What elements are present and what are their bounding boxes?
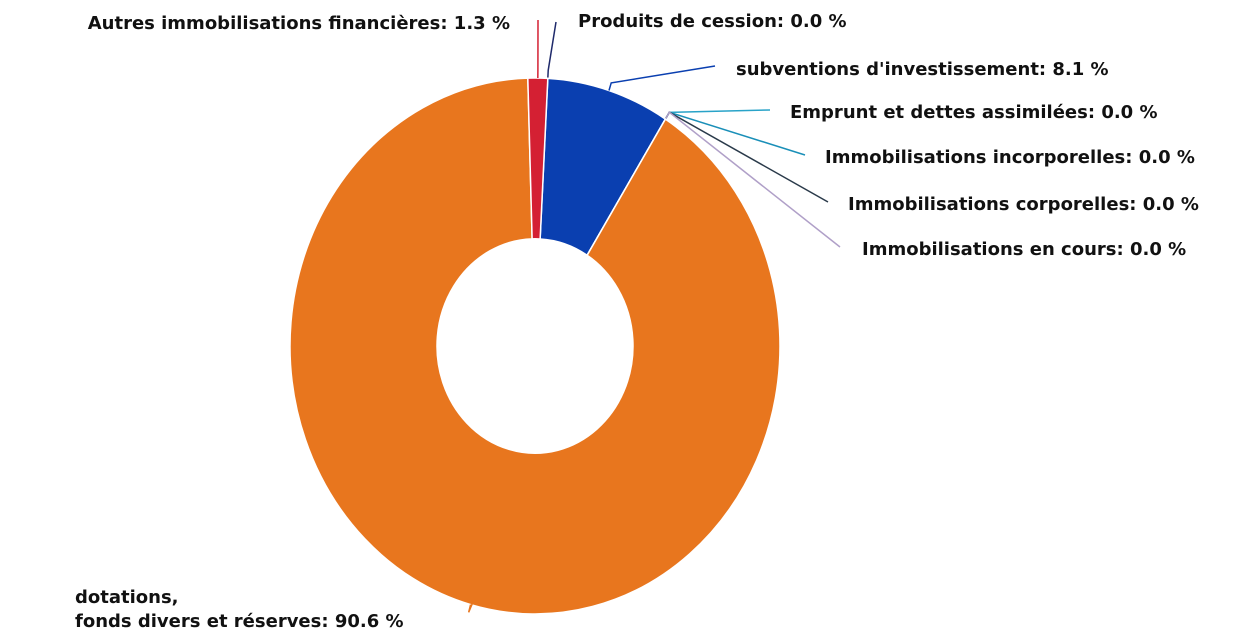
leader-line [608,65,716,91]
slice-label: Immobilisations incorporelles: 0.0 % [825,147,1195,168]
label-line: Immobilisations en cours: 0.0 % [862,239,1186,260]
donut-slice [527,77,549,240]
slice-label: Emprunt et dettes assimilées: 0.0 % [790,102,1158,123]
slice-label: Autres immobilisations financières: 1.3 … [88,13,510,34]
slice-label: Produits de cession: 0.0 % [578,11,847,32]
slice-label: Immobilisations corporelles: 0.0 % [848,194,1199,215]
label-line: dotations, [75,587,179,608]
donut-slice [289,77,781,615]
slice-label: subventions d'investissement: 8.1 % [736,59,1109,80]
label-line: subventions d'investissement: 8.1 % [736,59,1109,80]
slice-label: dotations, fonds divers et réserves: 90.6… [75,587,404,631]
label-line: fonds divers et réserves: 90.6 % [75,611,404,631]
label-line: Produits de cession: 0.0 % [578,11,847,32]
slice-label: Immobilisations en cours: 0.0 % [862,239,1186,260]
leader-line [664,111,841,248]
label-line: Immobilisations incorporelles: 0.0 % [825,147,1195,168]
leader-line [547,21,557,79]
label-line: Emprunt et dettes assimilées: 0.0 % [790,102,1158,123]
label-line: Autres immobilisations financières: 1.3 … [88,13,510,34]
label-line: Immobilisations corporelles: 0.0 % [848,194,1199,215]
leader-line [467,589,479,613]
leader-line [664,109,771,120]
